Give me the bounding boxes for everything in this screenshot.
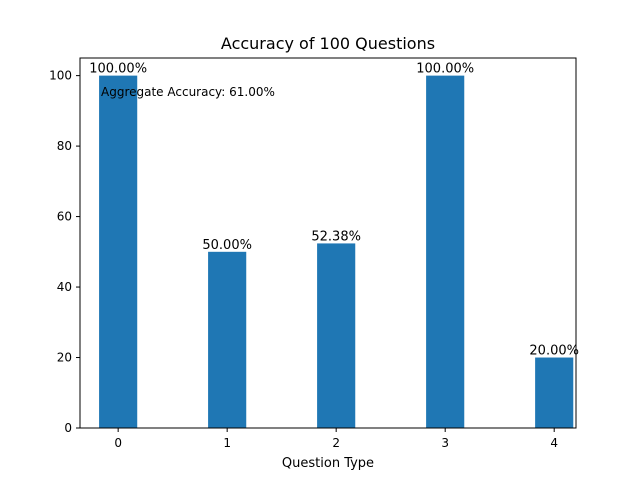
x-axis-label: Question Type xyxy=(282,456,374,471)
x-tick-label-4: 4 xyxy=(550,436,558,450)
bar-value-label-1: 50.00% xyxy=(202,238,252,253)
bar-1 xyxy=(208,251,247,428)
chart-title: Accuracy of 100 Questions xyxy=(221,34,435,53)
bar-3 xyxy=(426,75,465,428)
bars-layer xyxy=(99,75,574,428)
x-tick-label-0: 0 xyxy=(114,436,122,450)
y-tick-label-80: 80 xyxy=(57,139,72,153)
y-tick-label-100: 100 xyxy=(49,69,72,83)
bar-0 xyxy=(99,75,138,428)
y-tick-label-20: 20 xyxy=(57,351,72,365)
x-tick-label-3: 3 xyxy=(441,436,449,450)
y-tick-label-60: 60 xyxy=(57,210,72,224)
x-axis: 0 1 2 3 4 xyxy=(114,428,558,450)
bar-value-label-3: 100.00% xyxy=(416,62,474,77)
bar-value-label-0: 100.00% xyxy=(89,62,147,77)
y-tick-label-0: 0 xyxy=(64,421,72,435)
bar-4 xyxy=(535,357,574,428)
y-axis: 0 20 40 60 80 100 xyxy=(49,69,80,435)
aggregate-accuracy-annotation: Aggregate Accuracy: 61.00% xyxy=(101,85,275,99)
bar-value-label-2: 52.38% xyxy=(311,229,361,244)
data-labels-layer: 100.00% 50.00% 52.38% 100.00% 20.00% xyxy=(89,62,579,359)
x-tick-label-1: 1 xyxy=(223,436,231,450)
y-tick-label-40: 40 xyxy=(57,280,72,294)
bar-2 xyxy=(317,243,356,428)
bar-value-label-4: 20.00% xyxy=(529,344,579,359)
plot-frame xyxy=(79,57,577,429)
x-tick-label-2: 2 xyxy=(332,436,340,450)
